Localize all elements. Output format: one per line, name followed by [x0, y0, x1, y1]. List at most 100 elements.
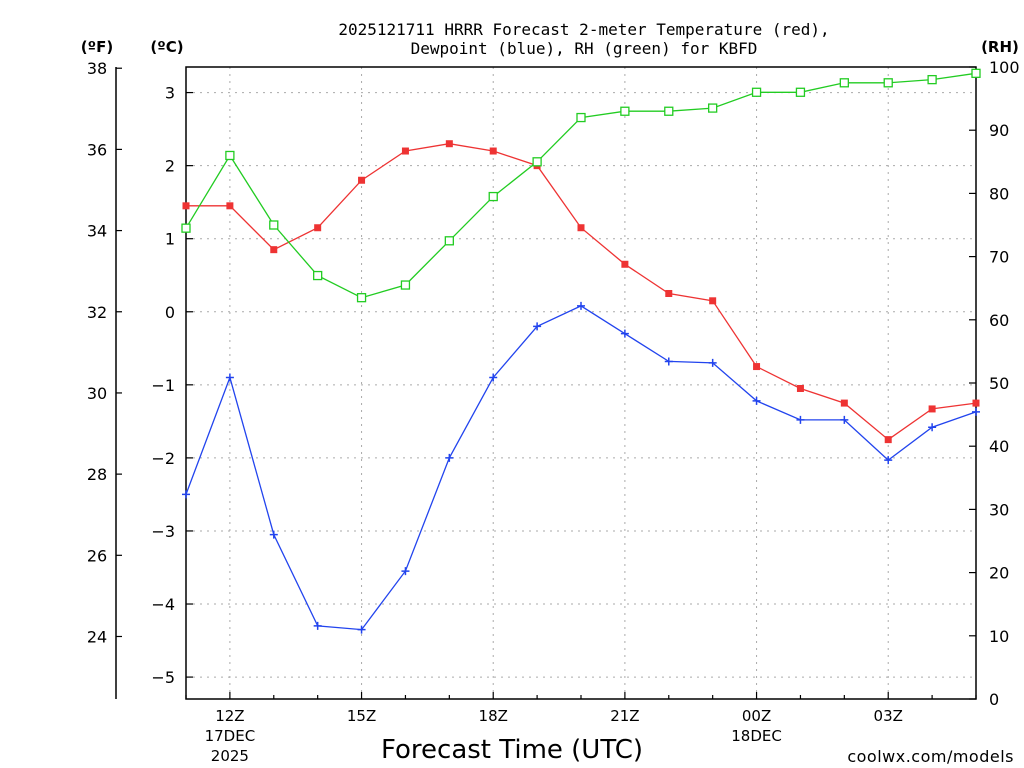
rh-marker	[269, 220, 279, 230]
rh-line	[185, 72, 977, 299]
fahrenheit-tick-label: 32	[87, 303, 107, 322]
temperature-marker	[840, 399, 848, 407]
dewpoint-marker	[796, 415, 805, 424]
temperature-marker	[709, 297, 717, 305]
credit-text: coolwx.com/models	[847, 747, 1014, 766]
dewpoint-marker	[840, 415, 849, 424]
rh-tick-label: 40	[989, 437, 1009, 456]
fahrenheit-tick-label: 26	[87, 546, 107, 565]
temperature-marker	[226, 202, 234, 210]
dewpoint-marker	[664, 357, 673, 366]
dewpoint-marker	[225, 373, 234, 382]
rh-tick-label: 30	[989, 500, 1009, 519]
x-axis-title: Forecast Time (UTC)	[381, 735, 643, 765]
fahrenheit-unit-label: (ºF)	[81, 38, 113, 56]
rh-marker	[620, 106, 630, 116]
dewpoint-marker	[972, 407, 980, 416]
series-layer	[181, 68, 981, 634]
rh-tick-label: 50	[989, 374, 1009, 393]
temperature-marker	[270, 246, 278, 254]
rh-tick-label: 80	[989, 184, 1009, 203]
celsius-tick-label: −5	[151, 668, 175, 687]
x-tick-label: 15Z	[347, 707, 376, 725]
temperature-marker	[489, 147, 497, 155]
rh-marker	[181, 223, 191, 233]
rh-marker	[883, 78, 893, 88]
fahrenheit-tick-label: 30	[87, 384, 107, 403]
rh-marker	[751, 87, 762, 97]
x-tick-label: 21Z	[610, 707, 639, 725]
rh-tick-label: 20	[989, 564, 1009, 583]
rh-marker	[400, 280, 411, 290]
grid-lines	[186, 67, 976, 699]
rh-marker	[664, 106, 674, 116]
temperature-marker	[401, 147, 409, 155]
temperature-marker	[358, 176, 366, 184]
temperature-series	[182, 140, 980, 444]
temperature-marker	[665, 289, 673, 297]
rh-tick-label: 100	[989, 58, 1020, 77]
fahrenheit-tick-label: 36	[87, 140, 107, 159]
dewpoint-marker	[884, 456, 893, 465]
dewpoint-marker	[401, 567, 410, 576]
celsius-tick-label: 0	[165, 303, 175, 322]
dewpoint-marker	[928, 423, 937, 432]
rh-marker	[356, 293, 367, 303]
rh-series	[181, 68, 981, 303]
x-tick-label: 00Z	[742, 707, 771, 725]
x-tick-date-label: 18DEC	[731, 727, 782, 745]
rh-marker	[225, 150, 235, 161]
celsius-tick-label: −3	[151, 522, 175, 541]
x-axis: 12Z 17DEC 2025 15Z 18Z 21Z 00Z 18DEC 03Z	[185, 692, 977, 765]
fahrenheit-tick-label: 28	[87, 465, 107, 484]
dewpoint-line	[185, 305, 977, 631]
temperature-marker	[972, 399, 980, 407]
rh-marker	[532, 157, 542, 167]
x-tick-label: 18Z	[479, 707, 508, 725]
temperature-marker	[884, 436, 892, 444]
rh-marker	[576, 112, 586, 123]
dewpoint-marker	[708, 358, 717, 367]
rh-marker	[971, 68, 981, 78]
x-tick-label: 12Z	[215, 707, 244, 725]
rh-tick-label: 70	[989, 248, 1009, 267]
fahrenheit-tick-label: 34	[87, 222, 107, 241]
x-tick-year-label: 2025	[211, 747, 249, 765]
temperature-marker	[182, 202, 190, 210]
celsius-axis: 3 2 1 0 −1 −2 −3 −4 −5	[151, 84, 193, 687]
rh-tick-label: 0	[989, 690, 999, 709]
celsius-tick-label: −4	[151, 595, 175, 614]
temperature-marker	[445, 140, 453, 148]
dewpoint-marker	[577, 301, 585, 310]
rh-marker	[444, 236, 454, 246]
celsius-tick-label: 3	[165, 84, 175, 103]
temperature-marker	[796, 384, 804, 392]
rh-marker	[795, 87, 806, 97]
dewpoint-marker	[445, 453, 454, 462]
rh-marker	[927, 74, 937, 85]
plot-frame	[185, 66, 977, 700]
celsius-tick-label: 2	[165, 157, 175, 176]
dewpoint-marker	[752, 396, 761, 405]
celsius-tick-label: −1	[151, 376, 175, 395]
temperature-marker	[621, 260, 629, 268]
temperature-marker	[753, 363, 761, 371]
temperature-line	[186, 143, 977, 441]
dewpoint-marker	[357, 625, 366, 634]
rh-marker	[488, 191, 498, 202]
celsius-tick-label: −2	[151, 449, 175, 468]
dewpoint-marker	[533, 322, 542, 331]
chart-title-line1: 2025121711 HRRR Forecast 2-meter Tempera…	[338, 20, 829, 39]
fahrenheit-tick-label: 24	[87, 627, 107, 646]
rh-tick-label: 60	[989, 311, 1009, 330]
temperature-marker	[577, 224, 585, 232]
fahrenheit-axis: 38 36 34 32 30 28 26 24	[87, 59, 122, 646]
dewpoint-marker	[182, 490, 190, 499]
rh-marker	[839, 78, 849, 88]
x-tick-label: 03Z	[874, 707, 903, 725]
dewpoint-marker	[489, 373, 498, 382]
dewpoint-series	[182, 301, 980, 634]
rh-unit-label: (RH)	[981, 38, 1019, 56]
